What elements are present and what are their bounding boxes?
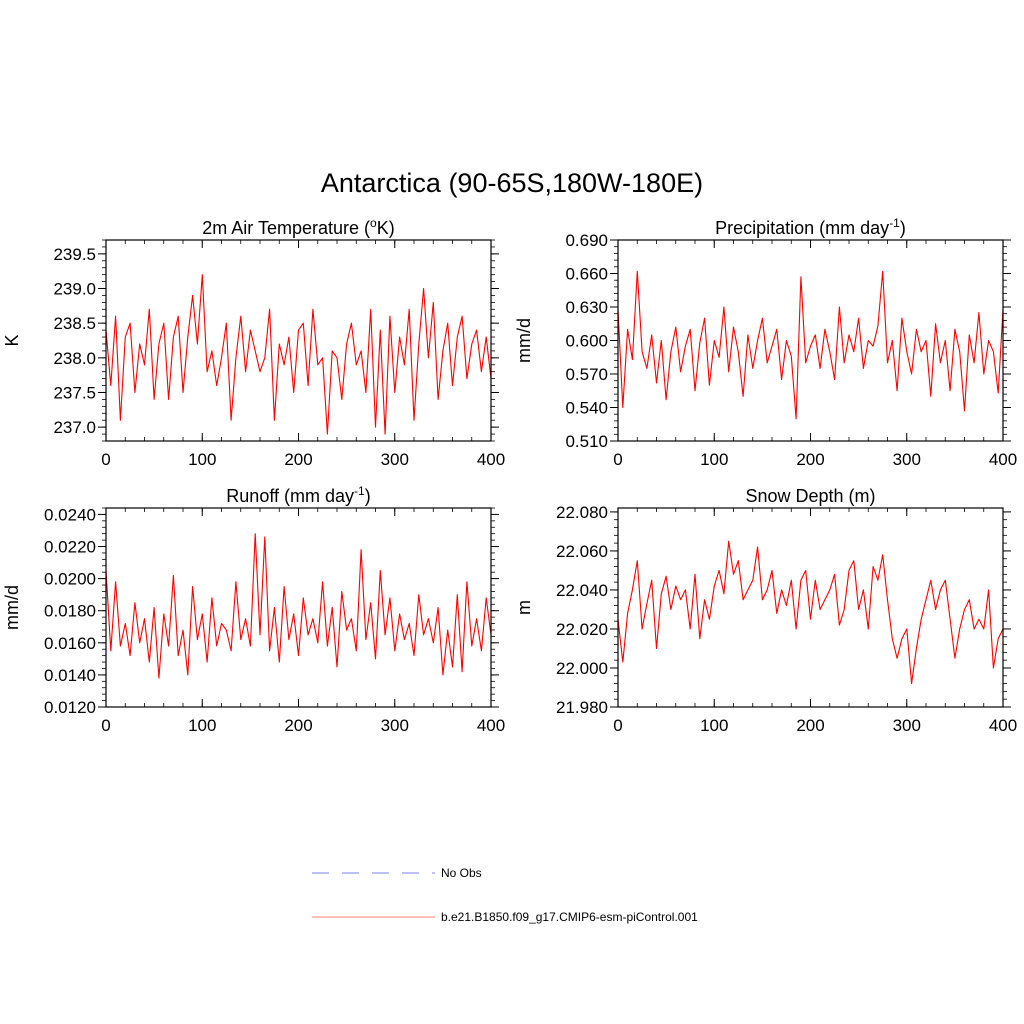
y-tick-label: 22.060 — [556, 542, 608, 561]
x-tick-label: 0 — [101, 450, 110, 469]
series-line-snow — [617, 540, 1004, 685]
y-tick-label: 237.5 — [53, 383, 96, 402]
y-tick-label: 0.540 — [565, 399, 608, 418]
y-tick-label: 22.000 — [556, 659, 608, 678]
series-line-runoff — [105, 533, 492, 679]
panel-runoff: Runoff (mm day-1) mm/d 0 100 200 300 400 0.0120… — [2, 484, 505, 735]
panel-precip: Precipitation (mm day-1) mm/d 0 100 200 300 40… — [514, 216, 1017, 469]
x-tick-label: 400 — [989, 450, 1017, 469]
y-tick-label: 0.510 — [565, 432, 608, 451]
panel-title-text: Runoff (mm day — [226, 486, 354, 506]
x-tick-label: 400 — [477, 450, 505, 469]
panel-title-temp: 2m Air Temperature (oK) — [202, 216, 394, 238]
x-tick-label: 300 — [381, 450, 409, 469]
y-tick-label: 0.0220 — [44, 538, 96, 557]
y-tick-label: 0.0160 — [44, 634, 96, 653]
y-tick-label: 238.5 — [53, 314, 96, 333]
x-tick-label: 200 — [284, 450, 312, 469]
x-tick-label: 400 — [477, 716, 505, 735]
legend-model-label: b.e21.B1850.f09_g17.CMIP6-esm-piControl.… — [441, 910, 698, 924]
y-tick-label: 238.0 — [53, 349, 96, 368]
x-tick-label: 100 — [188, 450, 216, 469]
figure-title: Antarctica (90-65S,180W-180E) — [321, 168, 703, 198]
y-tick-label: 22.020 — [556, 620, 608, 639]
y-tick-label: 0.690 — [565, 231, 608, 250]
panel-title-text: Precipitation (mm day — [715, 218, 889, 238]
x-tick-label: 100 — [700, 450, 728, 469]
y-tick-label: 21.980 — [556, 698, 608, 717]
plot-frame-runoff — [105, 507, 492, 708]
y-tick-label: 22.040 — [556, 581, 608, 600]
y-tick-label: 0.630 — [565, 298, 608, 317]
y-tick-label: 237.0 — [53, 418, 96, 437]
y-tick-label: 0.0180 — [44, 602, 96, 621]
plot-panels: 2m Air Temperature (oK) K 0 100 200 300 400 237… — [2, 216, 1017, 735]
y-tick-label: 0.600 — [565, 332, 608, 351]
panel-title-precip: Precipitation (mm day-1) — [715, 216, 906, 238]
y-tick-label: 0.0240 — [44, 505, 96, 524]
panel-title-snow: Snow Depth (m) — [745, 486, 875, 506]
y-tick-label: 0.0120 — [44, 698, 96, 717]
x-tick-label: 300 — [893, 450, 921, 469]
panel-snow: Snow Depth (m) m 0 100 200 300 400 21.980 22.000… — [514, 486, 1017, 735]
series-line-precip — [617, 270, 1004, 420]
x-tick-label: 300 — [893, 716, 921, 735]
panel-title-sup: -1 — [354, 484, 365, 498]
x-tick-label: 300 — [381, 716, 409, 735]
x-tick-label: 0 — [613, 716, 622, 735]
panel-title-sup: o — [370, 216, 377, 230]
y-tick-label: 0.0140 — [44, 666, 96, 685]
plot-frame-temp — [105, 239, 492, 442]
x-tick-label: 200 — [284, 716, 312, 735]
legend: No Obs b.e21.B1850.f09_g17.CMIP6-esm-piC… — [312, 866, 698, 924]
panel-title-text: 2m Air Temperature ( — [202, 218, 370, 238]
panel-title-tail: ) — [900, 218, 906, 238]
x-tick-label: 400 — [989, 716, 1017, 735]
series-line-temp — [105, 274, 492, 435]
panel-title-sup: -1 — [889, 216, 900, 230]
y-tick-label: 239.5 — [53, 245, 96, 264]
y-tick-label: 0.0200 — [44, 570, 96, 589]
plot-frame-snow — [617, 507, 1004, 708]
y-axis-label-runoff: mm/d — [2, 585, 22, 630]
panel-title-runoff: Runoff (mm day-1) — [226, 484, 370, 506]
y-axis-label-temp: K — [2, 334, 22, 346]
panel-title-tail: K) — [377, 218, 395, 238]
panel-temp: 2m Air Temperature (oK) K 0 100 200 300 400 237… — [2, 216, 505, 469]
y-tick-label: 239.0 — [53, 280, 96, 299]
x-tick-label: 100 — [700, 716, 728, 735]
legend-obs-label: No Obs — [441, 866, 482, 880]
x-tick-label: 200 — [796, 716, 824, 735]
y-tick-label: 22.080 — [556, 503, 608, 522]
y-axis-label-snow: m — [514, 600, 534, 615]
x-tick-label: 100 — [188, 716, 216, 735]
panel-title-text: Snow Depth (m) — [745, 486, 875, 506]
x-tick-label: 0 — [101, 716, 110, 735]
x-tick-label: 0 — [613, 450, 622, 469]
panel-title-tail: ) — [365, 486, 371, 506]
x-tick-label: 200 — [796, 450, 824, 469]
y-axis-label-precip: mm/d — [514, 318, 534, 363]
y-tick-label: 0.570 — [565, 365, 608, 384]
y-tick-label: 0.660 — [565, 265, 608, 284]
